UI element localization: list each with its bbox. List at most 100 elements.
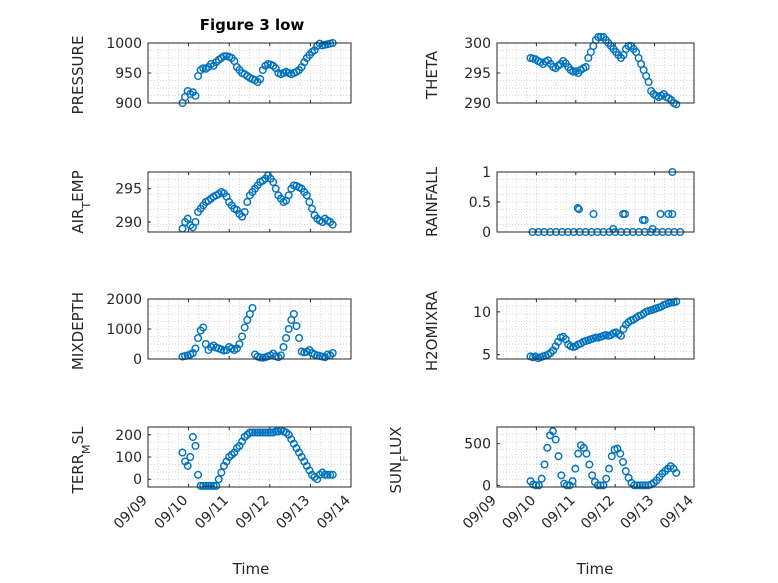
data-point bbox=[191, 91, 200, 100]
data-point bbox=[672, 468, 681, 477]
data-point bbox=[644, 77, 653, 86]
panel-1-ylabel: PRESSURE bbox=[69, 36, 87, 115]
panel-6: 5 10 bbox=[473, 297, 695, 364]
data-point bbox=[568, 477, 577, 486]
data-point bbox=[284, 325, 293, 334]
data-point bbox=[209, 481, 218, 490]
y-tick-label: 290 bbox=[115, 215, 142, 231]
y-tick-label: 1 bbox=[482, 165, 491, 181]
data-point bbox=[194, 470, 203, 479]
data-point bbox=[571, 464, 580, 473]
y-tick-label: 295 bbox=[115, 182, 142, 198]
figure-title: Figure 3 low bbox=[200, 16, 305, 34]
data-point bbox=[323, 470, 332, 479]
axes-box bbox=[496, 298, 695, 360]
data-point bbox=[581, 63, 590, 72]
data-point bbox=[573, 203, 582, 212]
data-point bbox=[256, 74, 265, 83]
panel-2-ylabel: THETA bbox=[423, 50, 441, 100]
data-point bbox=[638, 481, 647, 490]
data-point bbox=[238, 332, 247, 341]
data-point bbox=[599, 481, 608, 490]
data-point bbox=[201, 481, 210, 490]
y-tick-label: 10 bbox=[473, 305, 491, 321]
data-point bbox=[585, 460, 594, 469]
y-tick-label: 500 bbox=[464, 437, 491, 453]
y-tick-label: 200 bbox=[115, 428, 142, 444]
data-point bbox=[235, 340, 244, 349]
y-tick-label: 0.5 bbox=[469, 195, 491, 211]
data-point bbox=[261, 428, 270, 437]
data-point bbox=[258, 428, 267, 437]
data-point bbox=[635, 481, 644, 490]
left-xlabel: Time bbox=[232, 560, 270, 578]
data-point bbox=[263, 428, 272, 437]
panel-7-ylabel: TERRMSL bbox=[69, 426, 93, 495]
data-point bbox=[266, 428, 275, 437]
data-point bbox=[243, 197, 252, 206]
data-point bbox=[302, 191, 311, 200]
data-point bbox=[269, 177, 278, 186]
data-point bbox=[548, 427, 557, 436]
data-point bbox=[248, 304, 257, 313]
data-point bbox=[656, 209, 665, 218]
panel-4: 00.51 bbox=[469, 165, 695, 241]
data-point bbox=[194, 334, 203, 343]
data-point bbox=[589, 209, 598, 218]
panel-4-ylabel: RAINFALL bbox=[423, 166, 441, 237]
data-point bbox=[588, 471, 597, 480]
data-point bbox=[320, 470, 329, 479]
panel-3-ylabel: AIRTEMP bbox=[69, 170, 93, 233]
data-point bbox=[191, 344, 200, 353]
panel-5-ylabel: MIXDEPTH bbox=[69, 292, 87, 370]
data-point bbox=[557, 471, 566, 480]
data-point bbox=[621, 209, 630, 218]
panel-2: 290 295 300 bbox=[464, 33, 695, 112]
data-point bbox=[616, 331, 625, 340]
data-point bbox=[574, 205, 583, 214]
data-point bbox=[178, 448, 187, 457]
data-point bbox=[640, 215, 649, 224]
data-point bbox=[619, 458, 628, 467]
data-point bbox=[543, 443, 552, 452]
data-point bbox=[621, 467, 630, 476]
data-point bbox=[551, 435, 560, 444]
y-tick-label: 900 bbox=[115, 96, 142, 112]
data-point bbox=[295, 334, 304, 343]
data-point bbox=[641, 481, 650, 490]
data-point bbox=[199, 323, 208, 332]
data-point bbox=[256, 428, 265, 437]
data-point bbox=[284, 191, 293, 200]
y-tick-label: 0 bbox=[133, 352, 142, 368]
data-point bbox=[212, 481, 221, 490]
data-point bbox=[604, 464, 613, 473]
data-point bbox=[248, 428, 257, 437]
panel-1: 900 950 1000 bbox=[106, 36, 352, 112]
data-point bbox=[540, 460, 549, 469]
data-point bbox=[672, 100, 681, 109]
data-point bbox=[616, 449, 625, 458]
y-tick-label: 0 bbox=[482, 478, 491, 494]
data-point bbox=[672, 297, 681, 306]
panels-layer: 900950100029029530029029500.510100020005… bbox=[106, 33, 697, 532]
data-point bbox=[217, 468, 226, 477]
right-xlabel: Time bbox=[576, 560, 614, 578]
y-tick-label: 295 bbox=[464, 66, 491, 82]
data-point bbox=[305, 197, 314, 206]
data-point bbox=[534, 481, 543, 490]
data-point bbox=[282, 334, 291, 343]
data-point bbox=[326, 470, 335, 479]
axes-box bbox=[496, 42, 695, 104]
y-tick-label: 290 bbox=[464, 96, 491, 112]
data-point bbox=[537, 474, 546, 483]
data-point bbox=[206, 481, 215, 490]
data-point bbox=[279, 343, 288, 352]
data-point bbox=[204, 481, 213, 490]
y-tick-label: 0 bbox=[482, 225, 491, 241]
data-point bbox=[240, 323, 249, 332]
data-point bbox=[602, 474, 611, 483]
data-point bbox=[292, 322, 301, 331]
data-point bbox=[199, 481, 208, 490]
data-point bbox=[328, 470, 337, 479]
